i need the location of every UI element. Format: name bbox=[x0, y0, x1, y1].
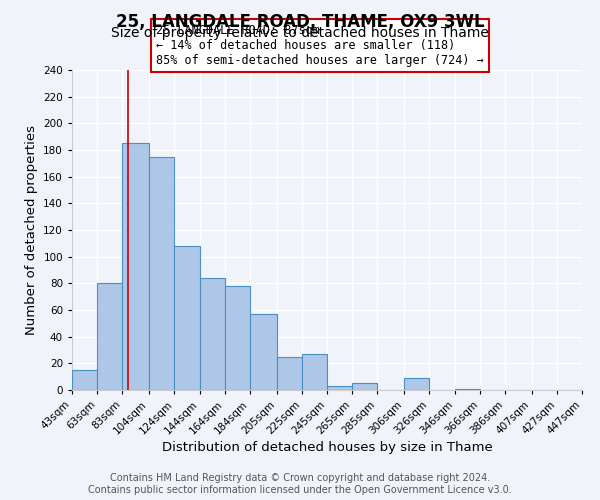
X-axis label: Distribution of detached houses by size in Thame: Distribution of detached houses by size … bbox=[161, 442, 493, 454]
Bar bbox=[327, 386, 352, 390]
Bar bbox=[302, 354, 327, 390]
Text: Contains HM Land Registry data © Crown copyright and database right 2024.
Contai: Contains HM Land Registry data © Crown c… bbox=[88, 474, 512, 495]
Bar bbox=[277, 356, 302, 390]
Bar bbox=[404, 378, 429, 390]
Bar bbox=[225, 286, 250, 390]
Bar bbox=[582, 388, 600, 390]
Bar bbox=[97, 284, 122, 390]
Bar bbox=[72, 370, 97, 390]
Text: 25 LANGDALE ROAD: 87sqm
← 14% of detached houses are smaller (118)
85% of semi-d: 25 LANGDALE ROAD: 87sqm ← 14% of detache… bbox=[156, 24, 484, 67]
Text: Size of property relative to detached houses in Thame: Size of property relative to detached ho… bbox=[111, 26, 489, 40]
Bar bbox=[149, 156, 174, 390]
Bar bbox=[352, 384, 377, 390]
Bar bbox=[122, 144, 149, 390]
Y-axis label: Number of detached properties: Number of detached properties bbox=[25, 125, 38, 335]
Bar bbox=[199, 278, 225, 390]
Bar bbox=[455, 388, 480, 390]
Bar bbox=[250, 314, 277, 390]
Text: 25, LANGDALE ROAD, THAME, OX9 3WL: 25, LANGDALE ROAD, THAME, OX9 3WL bbox=[116, 12, 484, 30]
Bar bbox=[174, 246, 199, 390]
